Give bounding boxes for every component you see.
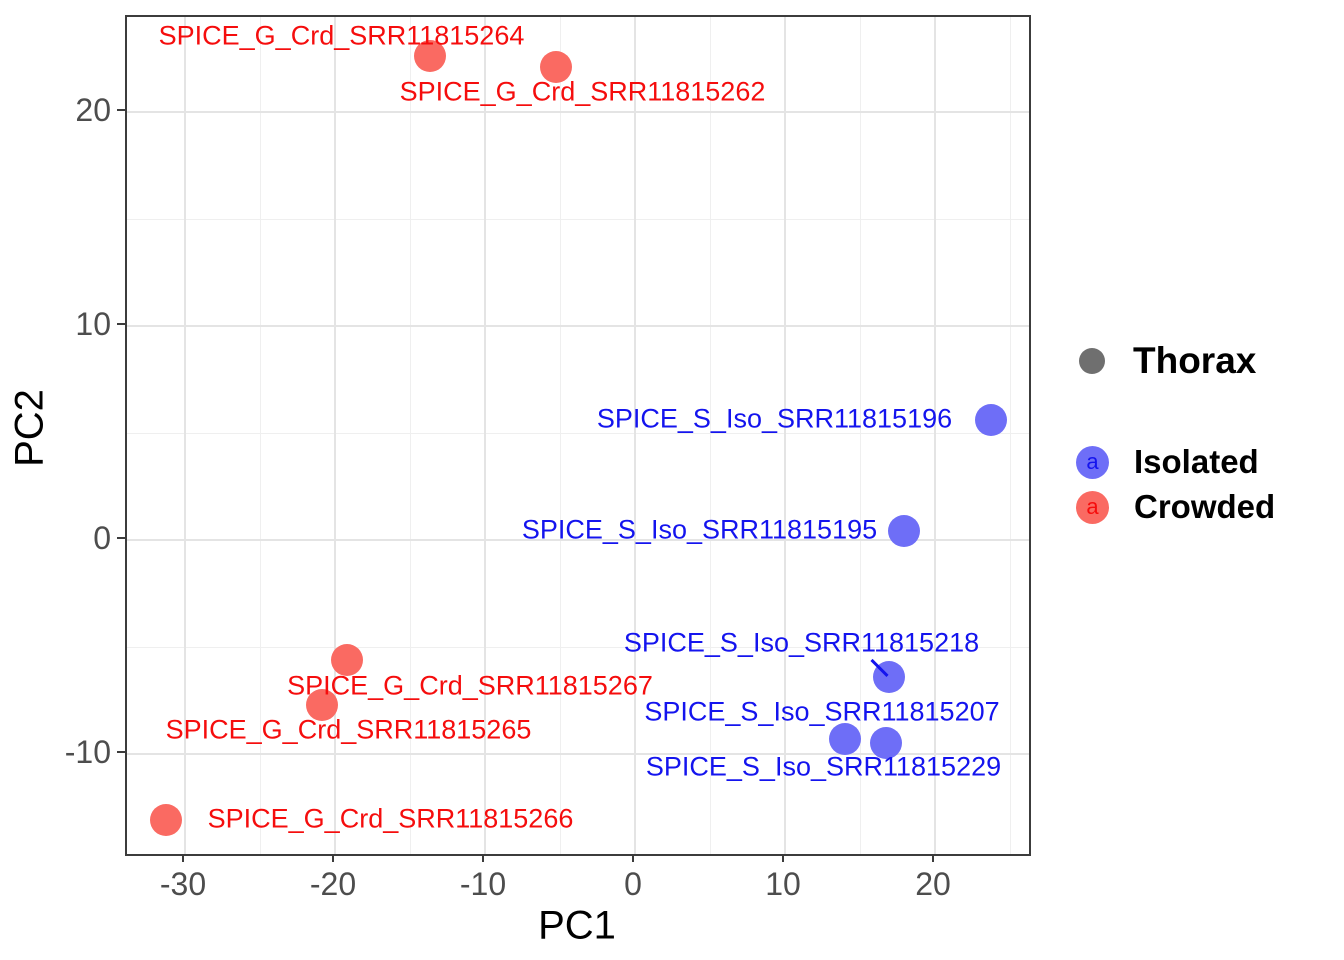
x-tick-label: -20 xyxy=(309,866,357,902)
x-tick-label: 20 xyxy=(915,866,951,902)
gridline xyxy=(709,17,711,854)
point-label: SPICE_G_Crd_SRR11815262 xyxy=(399,76,766,107)
legend-title: Thorax xyxy=(1133,340,1257,381)
y-axis-title: PC2 xyxy=(7,389,52,467)
data-point-SPICE_S_Iso_SRR11815196 xyxy=(974,404,1007,437)
x-tick-label: 10 xyxy=(765,866,801,902)
x-axis-title: PC1 xyxy=(538,903,616,948)
x-axis-tick xyxy=(332,854,334,862)
point-label: SPICE_S_Iso_SRR11815207 xyxy=(644,696,1000,727)
x-tick-label: 0 xyxy=(624,866,642,902)
gridline xyxy=(409,17,411,854)
x-axis-tick xyxy=(482,854,484,862)
gridline xyxy=(259,17,261,854)
gridline xyxy=(784,17,786,854)
data-point-SPICE_G_Crd_SRR11815267 xyxy=(331,643,363,676)
gridline xyxy=(634,17,636,854)
point-label: SPICE_G_Crd_SRR11815264 xyxy=(158,20,525,51)
legend-crowded-label: Crowded xyxy=(1134,488,1276,525)
legend-item-isolated: a Isolated xyxy=(1066,437,1259,487)
x-tick-label: -10 xyxy=(459,866,507,902)
point-label: SPICE_G_Crd_SRR11815267 xyxy=(287,670,653,701)
x-tick-label: -30 xyxy=(159,866,207,902)
plot-panel: SPICE_G_Crd_SRR11815264 SPICE_G_Crd_SRR11… xyxy=(125,15,1031,856)
x-axis-tick xyxy=(932,854,934,862)
x-axis-tick xyxy=(182,854,184,862)
data-point-SPICE_G_Crd_SRR11815265 xyxy=(305,688,338,721)
data-point-SPICE_G_Crd_SRR11815264 xyxy=(413,40,446,73)
point-label: SPICE_S_Iso_SRR11815196 xyxy=(596,403,953,434)
point-label: SPICE_S_Iso_SRR11815195 xyxy=(521,514,878,545)
gridline xyxy=(484,17,486,854)
x-axis-tick xyxy=(632,854,634,862)
point-label: SPICE_G_Crd_SRR11815266 xyxy=(207,803,574,834)
y-axis-tick xyxy=(117,109,125,111)
legend-isolated-key-letter: a xyxy=(1086,449,1099,474)
legend-thorax-point-icon xyxy=(1079,348,1105,374)
legend-item-crowded: a Crowded xyxy=(1066,482,1275,532)
y-axis-tick xyxy=(117,323,125,325)
y-tick-label: 20 xyxy=(75,92,111,128)
gridline xyxy=(127,539,1029,541)
y-tick-label: -10 xyxy=(64,734,111,770)
point-label: SPICE_S_Iso_SRR11815218 xyxy=(623,627,980,658)
gridline xyxy=(934,17,936,854)
point-label: SPICE_S_Iso_SRR11815229 xyxy=(645,751,1002,782)
legend-isolated-key-icon: a xyxy=(1076,445,1109,479)
gridline xyxy=(1009,17,1011,854)
data-point-SPICE_S_Iso_SRR11815229 xyxy=(869,727,902,760)
gridline xyxy=(127,753,1029,755)
gridline xyxy=(127,325,1029,327)
y-axis-tick xyxy=(117,537,125,539)
legend-crowded-key-letter: a xyxy=(1086,494,1099,519)
data-point-SPICE_S_Iso_SRR11815207 xyxy=(829,723,861,756)
legend-isolated-label: Isolated xyxy=(1134,443,1259,480)
legend-title-row: Thorax xyxy=(1066,336,1256,386)
data-point-SPICE_S_Iso_SRR11815218 xyxy=(872,660,905,693)
gridline xyxy=(334,17,336,854)
legend-crowded-key-icon: a xyxy=(1076,490,1109,524)
y-tick-label: 0 xyxy=(93,520,111,556)
data-point-SPICE_G_Crd_SRR11815262 xyxy=(539,51,572,84)
gridline xyxy=(127,432,1029,434)
y-tick-label: 10 xyxy=(75,306,111,342)
y-axis-tick xyxy=(117,751,125,753)
point-label: SPICE_G_Crd_SRR11815265 xyxy=(165,714,532,745)
gridline xyxy=(559,17,561,854)
gridline xyxy=(859,17,861,854)
data-point-SPICE_S_Iso_SRR11815195 xyxy=(887,515,920,548)
data-point-SPICE_G_Crd_SRR11815266 xyxy=(149,804,182,837)
gridline xyxy=(184,17,186,854)
gridline xyxy=(127,646,1029,648)
gridline xyxy=(127,111,1029,113)
gridline xyxy=(127,218,1029,220)
x-axis-tick xyxy=(782,854,784,862)
